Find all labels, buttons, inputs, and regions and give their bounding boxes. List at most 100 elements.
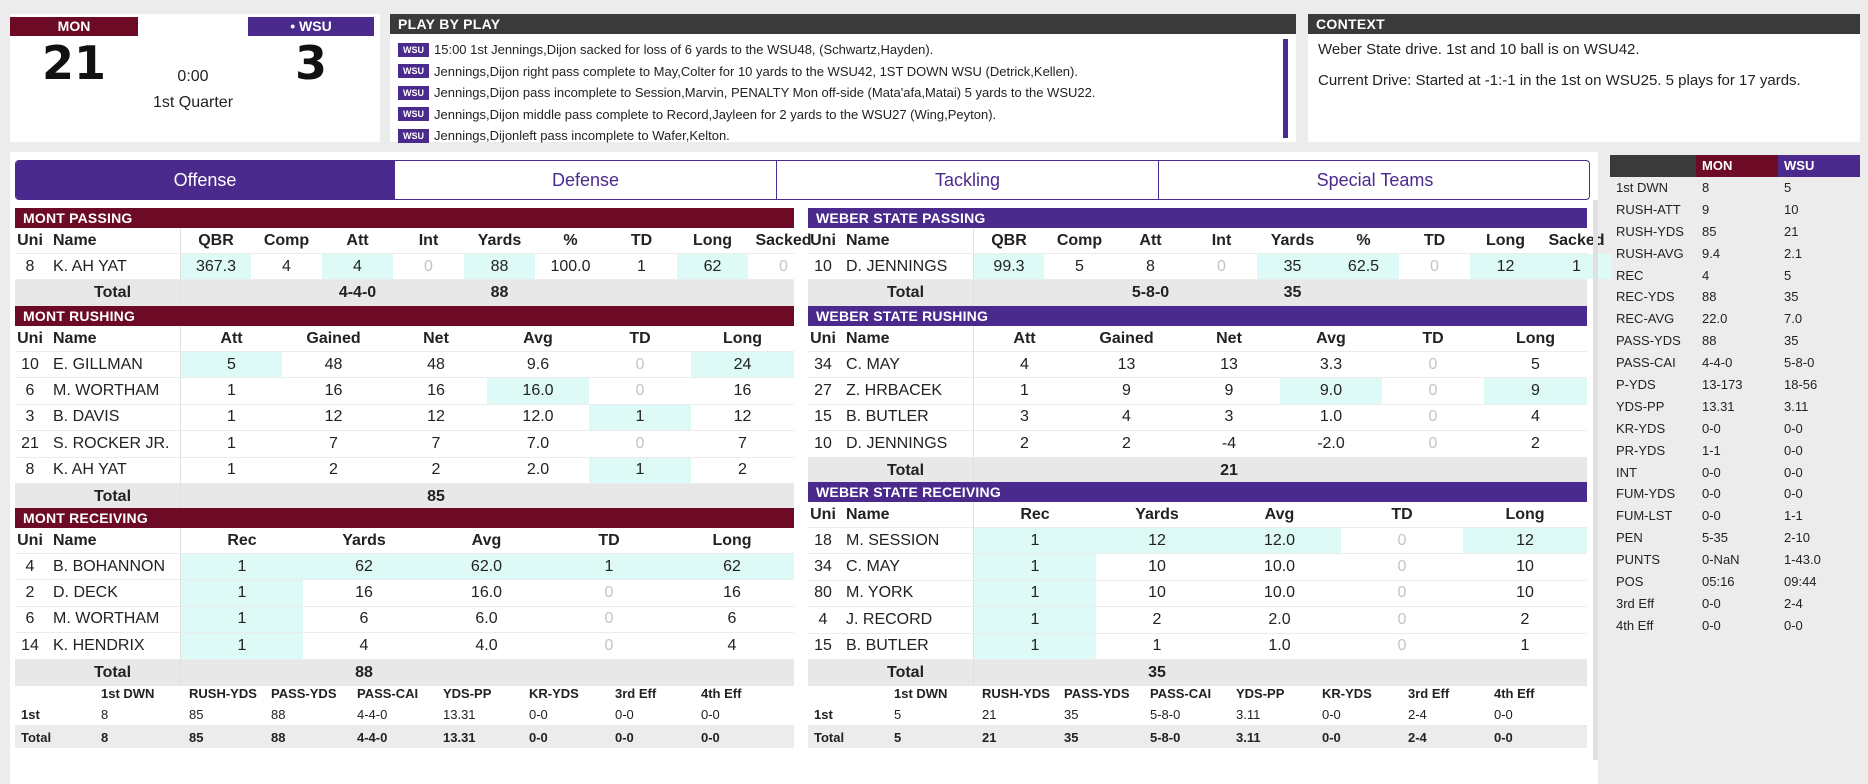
player-name[interactable]: E. GILLMAN: [45, 352, 181, 378]
total-row: Total 85: [15, 483, 794, 510]
stat-cell: 1: [548, 554, 670, 580]
stat-cell: 9.0: [1280, 378, 1382, 404]
section-title: MONT RECEIVING: [15, 508, 794, 528]
column-header: Uni: [810, 231, 836, 249]
wsu-receiving-table: WEBER STATE RECEIVING Uni Name Rec Yards Avg T…: [808, 482, 1587, 686]
stat-cell: 8: [25, 461, 35, 479]
player-name[interactable]: C. MAY: [838, 352, 974, 378]
player-name[interactable]: B. BOHANNON: [45, 554, 181, 580]
stat-cell: 6: [25, 382, 35, 400]
stat-cell: 4: [282, 257, 291, 275]
comparison-value: 5: [1784, 179, 1792, 195]
player-name[interactable]: B. BUTLER: [838, 404, 974, 431]
player-name[interactable]: M. WORTHAM: [45, 606, 181, 633]
player-name[interactable]: M. WORTHAM: [45, 378, 181, 404]
summary-cell: 4-4-0: [357, 729, 388, 745]
total-cell: [1541, 280, 1612, 306]
stat-cell: 6.0: [475, 610, 498, 628]
summary-cell: 3.11: [1236, 707, 1261, 722]
tab-defense[interactable]: Defense: [395, 161, 777, 199]
stat-cell: 15: [814, 637, 832, 655]
player-name[interactable]: B. DAVIS: [45, 404, 181, 431]
player-name[interactable]: S. ROCKER JR.: [45, 431, 181, 457]
stat-cell: 1: [181, 633, 303, 659]
panel-scrollbar[interactable]: [1593, 200, 1598, 760]
team-tag-icon: WSU: [398, 107, 429, 122]
summary-row: 1st 5 21 35 5-8-0 3.11 0-0 2-4 0-0: [808, 704, 1587, 726]
comparison-value: 05:16: [1702, 573, 1735, 589]
stat-cell: 10.0: [1263, 558, 1296, 576]
summary-cell: 2-4: [1408, 729, 1427, 745]
summary-header-row: 1st DWN RUSH-YDS PASS-YDS PASS-CAI YDS-PP KR-…: [808, 682, 1587, 704]
summary-header: 4th Eff: [1494, 685, 1535, 701]
table-row: 6 M. WORTHAM 1 16 16 16.0 0 16: [15, 378, 794, 405]
column-header: Name: [45, 228, 181, 253]
stat-cell: 4: [727, 636, 737, 654]
comparison-value: 0-0: [1702, 486, 1721, 502]
player-name[interactable]: M. YORK: [838, 580, 974, 607]
stat-cell: 35: [1257, 254, 1328, 280]
summary-cell: 5: [894, 707, 902, 722]
comparison-team-header: WSU: [1778, 155, 1860, 177]
summary-cell: 0-0: [1494, 729, 1513, 745]
column-header: Yards: [1135, 505, 1179, 523]
stat-cell: 14: [21, 636, 39, 654]
total-cell: [677, 280, 748, 306]
stat-cell: 12: [733, 408, 752, 426]
table-row: 21 S. ROCKER JR. 1 7 7 7.0 0 7: [15, 431, 794, 458]
play-text: Jennings,Dijon pass incomplete to Sessio…: [434, 85, 1096, 101]
comparison-row: 1st DWN 8 5: [1610, 177, 1860, 199]
player-name[interactable]: M. SESSION: [838, 528, 974, 554]
table-row: 14 K. HENDRIX 1 4 4.0 0 4: [15, 633, 794, 660]
player-name[interactable]: D. DECK: [45, 580, 181, 606]
stat-cell: 0: [1397, 637, 1407, 655]
team-tag-icon: WSU: [398, 42, 429, 57]
player-name[interactable]: K. HENDRIX: [45, 633, 181, 659]
summary-header: KR-YDS: [1322, 685, 1372, 701]
total-spacer: [808, 458, 838, 484]
player-name[interactable]: D. JENNINGS: [838, 431, 974, 457]
total-cell: 21: [1220, 461, 1238, 479]
table-row: 18 M. SESSION 1 12 12.0 0 12: [808, 528, 1587, 555]
player-name[interactable]: D. JENNINGS: [838, 254, 974, 280]
player-name[interactable]: C. MAY: [838, 554, 974, 580]
stat-cell: 0: [1428, 408, 1438, 426]
summary-header: PASS-CAI: [357, 685, 419, 701]
context-card: CONTEXT Weber State drive. 1st and 10 ba…: [1308, 14, 1860, 142]
stat-cell: 12: [1463, 528, 1587, 554]
column-header: Rec: [1020, 505, 1050, 523]
player-name[interactable]: B. BUTLER: [838, 633, 974, 659]
player-name[interactable]: J. RECORD: [838, 607, 974, 633]
comparison-value: 0-0: [1702, 617, 1721, 633]
table-row: 6 M. WORTHAM 1 6 6.0 0 6: [15, 606, 794, 634]
player-name[interactable]: K. AH YAT: [45, 457, 181, 483]
stat-cell: 2: [25, 584, 35, 602]
stat-cell: 15: [814, 408, 832, 426]
total-cell: [1044, 280, 1115, 306]
comparison-label: PASS-CAI: [1616, 355, 1676, 371]
play-by-play-item: WSU Jennings,Dijon right pass complete to…: [398, 61, 1283, 83]
comparison-row: RUSH-ATT 9 10: [1610, 199, 1860, 221]
summary-header: 1st DWN: [101, 685, 155, 701]
comparison-label: PASS-YDS: [1616, 333, 1681, 349]
stat-cell: 6: [359, 610, 369, 628]
player-name[interactable]: Z. HRBACEK: [838, 378, 974, 404]
player-name[interactable]: K. AH YAT: [45, 254, 181, 280]
stat-cell: 0: [635, 382, 645, 400]
column-header: Name: [45, 326, 181, 351]
section-title: WEBER STATE RECEIVING: [808, 482, 1587, 502]
stat-cell: 2: [1152, 610, 1162, 628]
comparison-value: 1-43.0: [1784, 552, 1821, 568]
summary-header-row: 1st DWN RUSH-YDS PASS-YDS PASS-CAI YDS-PP KR-…: [15, 682, 794, 704]
stat-cell: 4: [1122, 408, 1131, 426]
tab-offense[interactable]: Offense: [16, 161, 395, 199]
tab-special-teams[interactable]: Special Teams: [1316, 169, 1434, 190]
total-cell: [974, 458, 1075, 484]
column-header: Comp: [263, 231, 310, 249]
stat-cell: 18: [814, 531, 832, 549]
summary-row: Total 8 85 88 4-4-0 13.31 0-0 0-0 0-0: [15, 726, 794, 748]
stat-cell: 1.0: [1319, 408, 1343, 426]
play-by-play-list[interactable]: WSU 15:00 1st Jennings,Dijon sacked for l…: [398, 39, 1288, 143]
column-header: Sacked: [1548, 231, 1605, 249]
tab-tackling[interactable]: Tackling: [777, 161, 1159, 199]
